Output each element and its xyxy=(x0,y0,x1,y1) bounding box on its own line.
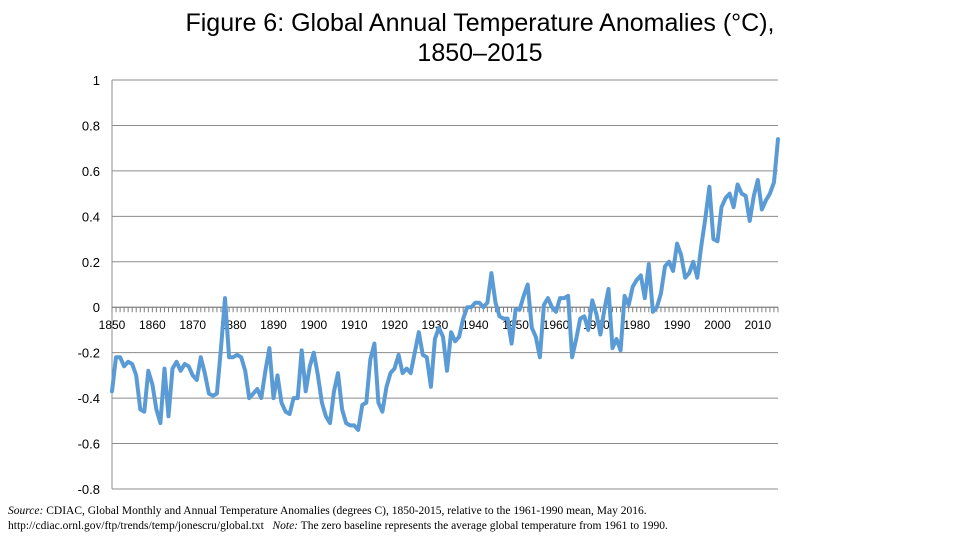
chart-title: Figure 6: Global Annual Temperature Anom… xyxy=(185,9,775,67)
y-tick-label: 0.4 xyxy=(82,209,100,224)
x-tick-label: 1990 xyxy=(664,318,691,332)
x-axis-ticks: 1850 1860 1870 1880 1890 1900 1910 1920 1930 1940… xyxy=(99,318,772,332)
y-tick-label: -0.4 xyxy=(78,391,100,406)
y-axis-ticks: 1 0.8 0.6 0.4 0.2 0 -0.2 -0.4 -0.6 -0.8 xyxy=(78,73,100,497)
y-tick-label: -0.6 xyxy=(78,437,100,452)
series-layer xyxy=(110,137,780,432)
y-tick-label: 0 xyxy=(93,300,100,315)
x-tick-label: 1930 xyxy=(422,318,449,332)
x-tick-label: 1850 xyxy=(99,318,126,332)
source-label: Source: xyxy=(8,505,44,517)
y-tick-label: -0.8 xyxy=(78,482,100,497)
note-label: Note: xyxy=(272,520,299,532)
x-tick-label: 1920 xyxy=(381,318,408,332)
x-tick-label: 2010 xyxy=(744,318,771,332)
x-tick-label: 1870 xyxy=(179,318,206,332)
gridlines xyxy=(112,79,778,490)
series-line xyxy=(110,137,780,432)
source-note: Source: CDIAC, Global Monthly and Annual… xyxy=(8,504,953,534)
x-tick-label: 1910 xyxy=(341,318,368,332)
source-text: CDIAC, Global Monthly and Annual Tempera… xyxy=(43,505,647,517)
y-tick-label: 0.6 xyxy=(82,164,100,179)
x-tick-label: 1960 xyxy=(543,318,570,332)
x-tick-label: 1890 xyxy=(260,318,287,332)
x-axis xyxy=(111,80,779,489)
x-tick-label: 1900 xyxy=(300,318,327,332)
y-tick-label: 0.8 xyxy=(82,118,100,133)
x-tick-label: 2000 xyxy=(704,318,731,332)
x-tick-label: 1940 xyxy=(462,318,489,332)
y-tick-label: -0.2 xyxy=(78,346,100,361)
x-tick-label: 1860 xyxy=(139,318,166,332)
note-text: The zero baseline represents the average… xyxy=(298,520,668,532)
x-tick-label: 1980 xyxy=(623,318,650,332)
y-tick-label: 0.2 xyxy=(82,255,100,270)
source-url: http://cdiac.ornl.gov/ftp/trends/temp/jo… xyxy=(8,520,264,532)
y-tick-label: 1 xyxy=(93,73,100,88)
